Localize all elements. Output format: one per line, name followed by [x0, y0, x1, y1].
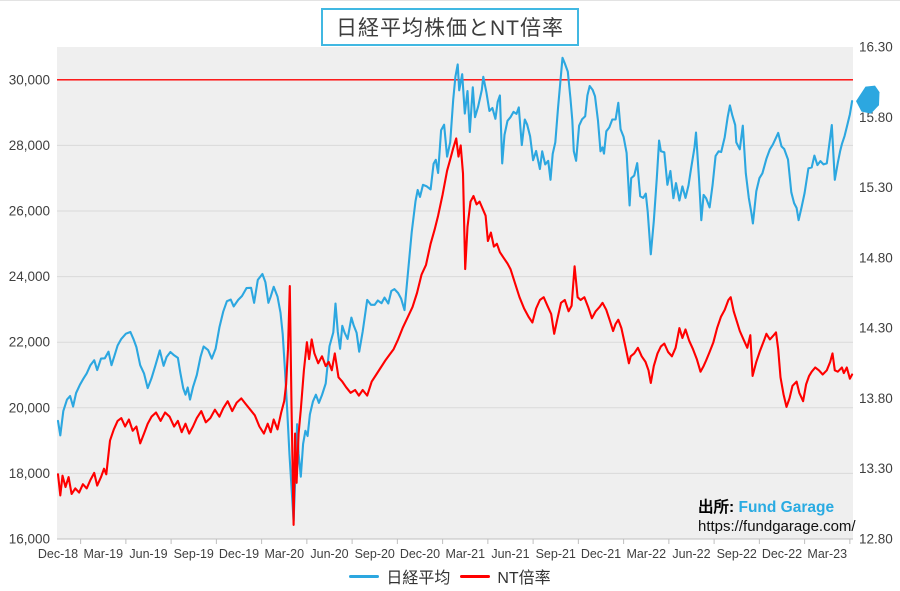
x-axis-label: Jun-20 [310, 547, 348, 561]
y-axis-label-right: 12.80 [859, 532, 893, 547]
source-prefix: 出所: [698, 499, 735, 516]
y-axis-label-right: 15.80 [859, 110, 893, 125]
source-credit: 出所: Fund Garage https://fundgarage.com/ [698, 498, 856, 536]
y-axis-label-right: 13.30 [859, 461, 893, 476]
x-axis-label: Mar-21 [445, 547, 485, 561]
x-axis-label: Jun-21 [491, 547, 529, 561]
series-line-nikkei [56, 56, 854, 523]
y-axis-label-right: 16.30 [859, 40, 893, 55]
source-url: https://fundgarage.com/ [698, 518, 856, 535]
x-axis-label: Dec-19 [219, 547, 259, 561]
y-axis-label-left: 24,000 [9, 269, 50, 284]
chart-legend: 日経平均 NT倍率 [0, 564, 900, 588]
source-line: 出所: Fund Garage [698, 498, 856, 517]
x-axis-label: Dec-22 [762, 547, 802, 561]
x-axis-label: Mar-23 [807, 547, 847, 561]
x-axis-label: Sep-21 [536, 547, 576, 561]
x-axis-label: Jun-19 [129, 547, 167, 561]
legend-label-nikkei: 日経平均 [386, 570, 451, 587]
y-axis-label-right: 14.30 [859, 321, 893, 336]
y-axis-label-right: 13.80 [859, 391, 893, 406]
x-axis-label: Sep-19 [174, 547, 214, 561]
y-axis-label-left: 18,000 [9, 466, 50, 481]
y-axis-label-left: 30,000 [9, 72, 50, 87]
x-axis-label: Dec-20 [400, 547, 440, 561]
x-axis-label: Sep-20 [355, 547, 395, 561]
y-axis-label-left: 26,000 [9, 204, 50, 219]
x-axis-label: Jun-22 [672, 547, 710, 561]
x-axis-label: Dec-21 [581, 547, 621, 561]
x-axis-label: Mar-20 [264, 547, 304, 561]
page-title: 日経平均株価とNT倍率 [336, 17, 564, 40]
source-name: Fund Garage [738, 499, 835, 516]
series-line-nt-ratio [56, 137, 854, 526]
legend-item-nikkei: 日経平均 [349, 564, 450, 588]
legend-line-nt-ratio-swatch-icon [460, 574, 491, 578]
y-axis-label-left: 28,000 [9, 138, 50, 153]
y-axis-label-left: 22,000 [9, 335, 50, 350]
y-axis-label-left: 20,000 [9, 400, 50, 415]
y-axis-label-right: 14.80 [859, 250, 893, 265]
legend-label-nt-ratio: NT倍率 [497, 570, 551, 587]
y-axis-label-left: 16,000 [9, 532, 50, 547]
legend-line-nikkei-swatch-icon [349, 574, 380, 578]
legend-item-nt-ratio: NT倍率 [460, 564, 551, 588]
x-axis-label: Dec-18 [38, 547, 78, 561]
x-axis-label: Mar-22 [626, 547, 666, 561]
x-axis-label: Mar-19 [83, 547, 123, 561]
chart-title-box: 日経平均株価とNT倍率 [321, 8, 579, 46]
plot-area-background [57, 47, 853, 539]
x-axis-label: Sep-22 [717, 547, 757, 561]
y-axis-label-right: 15.30 [859, 180, 893, 195]
latest-value-marker-icon [856, 85, 880, 114]
